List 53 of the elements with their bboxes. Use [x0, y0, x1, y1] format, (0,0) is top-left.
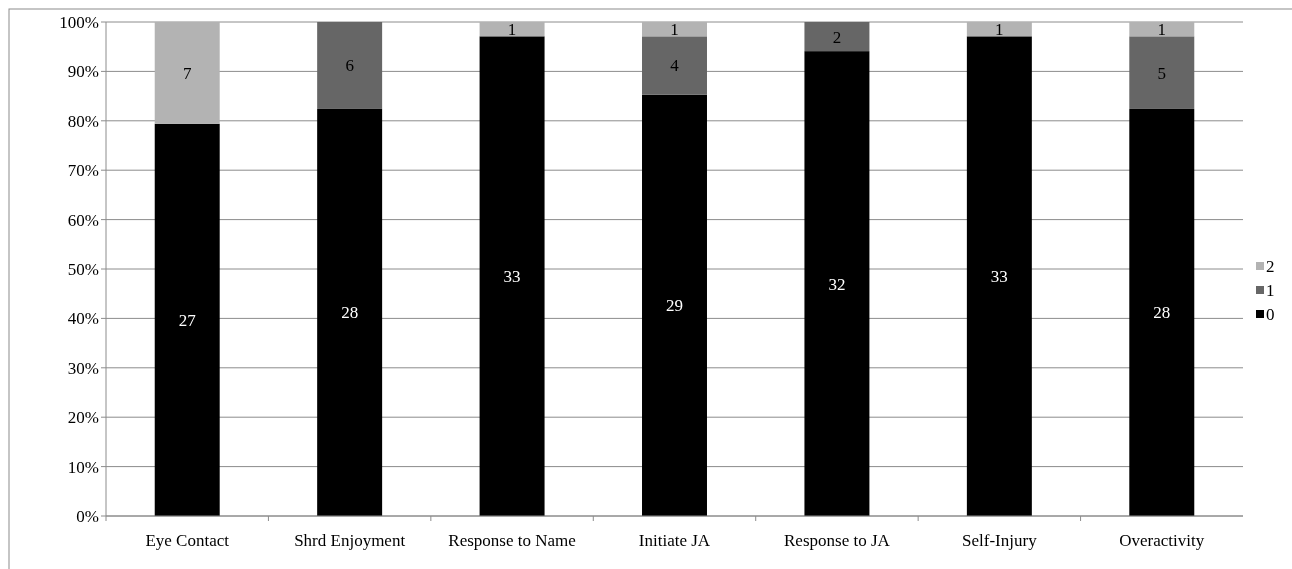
bar — [317, 22, 383, 109]
annotation: 28 — [341, 303, 359, 323]
bar — [966, 36, 1032, 516]
annotation: 33 — [503, 267, 521, 287]
annotation: 6 — [345, 56, 354, 76]
legend-label: 0 — [1266, 305, 1275, 324]
bar — [1129, 22, 1195, 37]
legend-label: 2 — [1266, 257, 1275, 276]
annotation: 1 — [507, 20, 517, 40]
bar — [804, 51, 870, 516]
annotation: 1 — [670, 20, 679, 40]
bar — [642, 36, 707, 95]
bar — [1129, 36, 1195, 109]
annotation: 7 — [182, 63, 192, 83]
annotation: 1 — [995, 20, 1004, 40]
annotation: 33 — [990, 267, 1008, 287]
annotation: 5 — [1157, 63, 1167, 83]
annotation: 29 — [666, 296, 683, 316]
y-tick-label: 0% — [76, 507, 99, 526]
annotation: 2 — [832, 27, 842, 47]
x-tick-label: Response to JA — [784, 531, 891, 550]
annotation: 1 — [1157, 20, 1167, 40]
x-tick-label: Shrd Enjoyment — [294, 531, 406, 550]
y-tick-label: 20% — [67, 408, 99, 428]
legend-label: 1 — [1266, 281, 1275, 300]
x-tick-label: Response to Name — [448, 531, 576, 550]
y-tick-label: 30% — [67, 358, 99, 378]
bar — [1129, 108, 1195, 516]
x-tick-label: Self-Injury — [962, 531, 1038, 550]
bar — [317, 108, 383, 516]
annotation: 4 — [670, 56, 680, 76]
bar — [154, 22, 220, 124]
y-tick-label: 80% — [67, 111, 99, 131]
y-tick-label: 40% — [67, 309, 99, 329]
x-tick-label: Overactivity — [1119, 531, 1205, 550]
x-tick-label: Eye Contact — [145, 531, 230, 550]
y-tick-label: 60% — [67, 210, 99, 230]
y-tick-label: 90% — [67, 62, 99, 82]
bar — [479, 22, 545, 37]
y-tick-label: 10% — [67, 457, 99, 477]
bar — [642, 94, 707, 516]
bar — [804, 22, 870, 52]
annotation: 28 — [1153, 303, 1171, 323]
x-tick-label: Initiate JA — [638, 531, 711, 550]
bar — [966, 22, 1032, 37]
y-tick-label: 100% — [59, 13, 99, 32]
annotation: 27 — [178, 310, 197, 330]
y-tick-label: 70% — [67, 161, 99, 181]
bar — [154, 123, 220, 516]
y-tick-label: 50% — [67, 260, 99, 279]
bar — [479, 36, 545, 516]
bar — [642, 22, 707, 37]
annotation: 32 — [828, 274, 846, 294]
